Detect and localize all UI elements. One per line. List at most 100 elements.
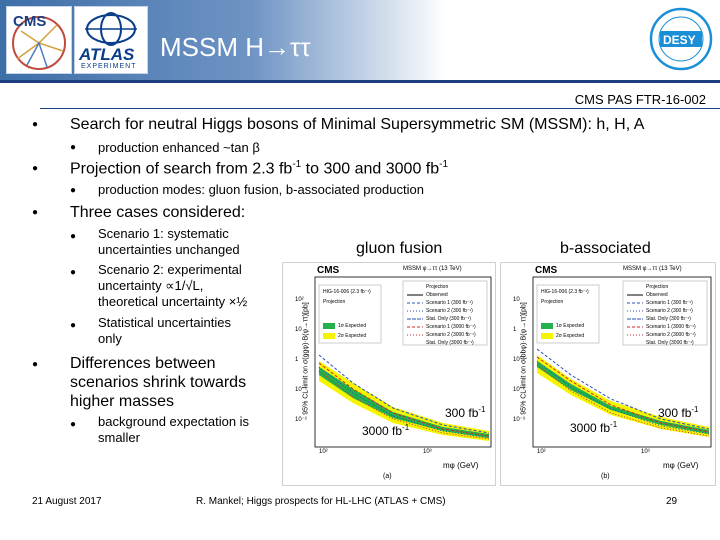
y-tick: 10⁻² [295,417,307,423]
projection-label: Projection [323,299,346,305]
bullet-icon: ● [70,185,77,196]
bullet-differences: Differences between scenarios shrink tow… [70,355,247,410]
bullet-mssm-search: Search for neutral Higgs bosons of Minim… [70,116,645,133]
cms-logo-text: CMS [13,13,47,30]
bullet-icon: ● [70,231,77,242]
y-tick: 10² [295,297,304,303]
legend-entry: Scenario 2 (300 fb⁻¹) [646,308,693,314]
projection-sup-a: -1 [292,159,302,170]
atlas-logo: ATLAS EXPERIMENT [74,6,148,74]
legend-entry: Observed [426,292,448,298]
lumi-text: 300 fb [445,406,479,420]
projection-label: Projection [541,299,564,305]
plot-caption: (b) [601,473,610,480]
x-tick: 10² [537,449,546,455]
lumi-text: 3000 fb [362,424,403,438]
analysis-tag: HIG-16-006 (2.3 fb⁻¹) [541,289,589,295]
analysis-tag: HIG-16-006 (2.3 fb⁻¹) [323,289,371,295]
band-2sigma-label: 2σ Expected [556,333,585,339]
legend-entry: Stat. Only (3000 fb⁻¹) [646,340,694,346]
lumi-sup: -1 [402,423,410,432]
band-1sigma-label: 1σ Expected [556,323,585,329]
legend-entry: Scenario 1 (3000 fb⁻¹) [646,324,696,330]
bullet-tanbeta: production enhanced ~tan β [98,140,260,155]
x-axis-label: mφ (GeV) [663,461,699,470]
subheader-rule [40,108,720,109]
bullet-production-modes: production modes: gluon fusion, b-associ… [98,182,424,197]
lumi-3000-label-left: 3000 fb-1 [362,423,409,438]
legend-entry: Stat. Only (300 fb⁻¹) [426,316,471,322]
atlas-logo-subtext: EXPERIMENT [81,63,137,70]
y-tick: 10⁻¹ [513,357,525,363]
plot-header: MSSM φ→ττ (13 TeV) [403,266,462,272]
legend-entry: Scenario 2 (3000 fb⁻¹) [646,332,696,338]
legend-entry: Scenario 2 (300 fb⁻¹) [426,308,473,314]
plot-legend: Projection Observed Scenario 1 (300 fb⁻¹… [426,283,476,347]
legend-entry: Scenario 1 (300 fb⁻¹) [426,300,473,306]
bullet-icon: ● [70,320,77,331]
bullet-icon: ● [32,119,39,130]
band-2sigma-label: 2σ Expected [338,333,367,339]
lumi-300-label-left: 300 fb-1 [445,405,486,420]
slide-title: MSSM H→ττ [160,32,311,62]
lumi-sup: -1 [691,405,699,414]
y-tick: 10 [513,297,520,303]
legend-entry: Scenario 1 (3000 fb⁻¹) [426,324,476,330]
bullet-icon: ● [70,142,77,153]
plot-header: MSSM φ→ττ (13 TeV) [623,266,682,272]
b-associated-plot-svg [532,276,712,448]
x-tick: 10³ [423,449,432,455]
y-tick-labels: 10 1 10⁻¹ 10⁻² 10⁻³ [513,285,525,435]
cms-plot-label: CMS [317,265,340,276]
y-tick: 10⁻¹ [295,387,307,393]
y-tick: 10 [295,327,302,333]
legend-entry: Projection [646,284,669,290]
lumi-text: 300 fb [658,406,692,420]
gluon-fusion-plot: CMS MSSM φ→ττ (13 TeV) HIG-16-006 (2.3 f… [282,262,496,486]
header-rule [0,80,720,83]
lumi-sup: -1 [478,405,486,414]
bullet-stat-only: Statistical uncertainties only [98,315,231,346]
lumi-text: 3000 fb [570,421,611,435]
cms-logo: CMS [6,6,72,74]
bullet-icon: ● [70,419,77,430]
bullet-three-cases: Three cases considered: [70,204,246,221]
bullet-icon: ● [70,267,77,278]
plot-caption: (a) [383,473,392,480]
projection-text-b: to 300 and 3000 fb [301,160,440,178]
legend-entry: Stat. Only (3000 fb⁻¹) [426,340,474,346]
legend-entry: Stat. Only (300 fb⁻¹) [646,316,691,322]
y-tick: 1 [513,327,517,333]
legend-entry: Scenario 1 (300 fb⁻¹) [646,300,693,306]
cms-logo-icon [12,16,66,70]
legend-entry: Observed [646,292,668,298]
lumi-sup: -1 [610,420,618,429]
x-axis-label: mφ (GeV) [443,461,479,470]
y-tick-labels: 10² 10 1 10⁻¹ 10⁻² [295,285,307,435]
desy-logo: DESY [648,6,714,72]
bullet-scenario-2: Scenario 2: experimental uncertainty ∝1/… [98,262,248,309]
atlas-logo-icon [85,12,137,46]
legend-entry: Scenario 2 (3000 fb⁻¹) [426,332,476,338]
y-tick: 10⁻³ [513,417,525,423]
cms-plot-label: CMS [535,265,558,276]
gluon-fusion-plot-svg [314,276,492,448]
footer-page-number: 29 [666,496,678,507]
projection-sup-b: -1 [439,159,449,170]
b-associated-plot: CMS MSSM φ→ττ (13 TeV) HIG-16-006 (2.3 f… [500,262,716,486]
x-tick: 10³ [641,449,650,455]
y-tick: 1 [295,357,299,363]
bullet-background: background expectation is smaller [98,414,250,445]
bullet-projection: Projection of search from 2.3 fb-1 to 30… [70,159,448,178]
plot-legend: Projection Observed Scenario 1 (300 fb⁻¹… [646,283,696,347]
bullet-scenario-1: Scenario 1: systematic uncertainties unc… [98,226,240,257]
x-tick: 10² [319,449,328,455]
atlas-logo-text: ATLAS [79,45,135,64]
gluon-fusion-title: gluon fusion [356,240,443,257]
b-associated-title: b-associated [560,240,651,257]
projection-text-a: Projection of search from 2.3 fb [70,160,293,178]
legend-entry: Projection [426,284,449,290]
y-tick: 10⁻² [513,387,525,393]
footer-center: R. Mankel; Higgs prospects for HL-LHC (A… [196,496,446,507]
bullet-icon: ● [32,359,39,370]
